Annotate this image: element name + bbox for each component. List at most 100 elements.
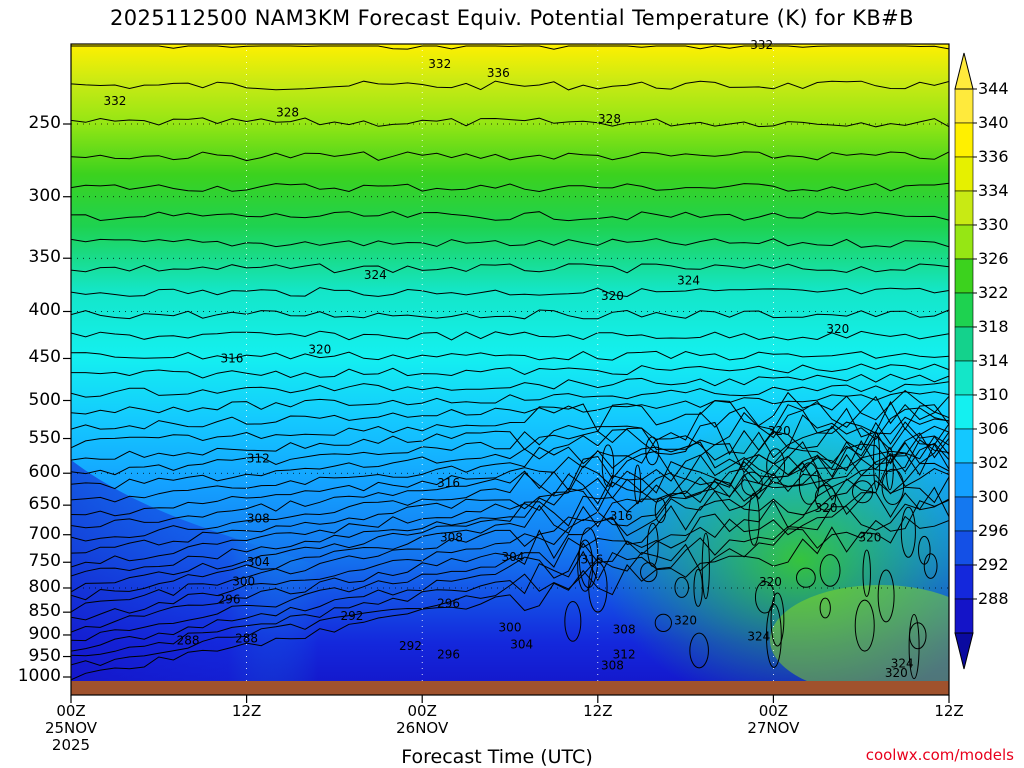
contour-line	[71, 492, 949, 652]
contour-label: 320	[859, 531, 882, 545]
contour-label: 308	[601, 659, 624, 673]
contour-label: 320	[601, 289, 624, 303]
contour-label: 288	[177, 634, 200, 648]
contour-line	[71, 45, 949, 50]
colorbar-top-arrow	[954, 52, 974, 90]
colorbar-segment	[954, 598, 974, 634]
contour-cell	[578, 527, 599, 589]
colorbar-segment	[954, 360, 974, 396]
contour-line	[71, 439, 949, 593]
contour-cell	[909, 622, 927, 650]
contour-cell	[701, 532, 710, 600]
colorbar-label: 322	[978, 283, 1009, 302]
contour-label: 324	[677, 273, 700, 287]
colorbar-label: 314	[978, 351, 1009, 370]
warm-pocket	[770, 585, 949, 695]
y-tick-label: 950	[28, 645, 61, 666]
x-tick-label: 00Z 26NOV	[382, 703, 462, 737]
contour-label: 296	[437, 647, 460, 661]
contour-cell	[819, 554, 841, 587]
y-tick-label: 500	[28, 389, 61, 410]
contour-line	[71, 117, 949, 128]
colorbar-label: 310	[978, 385, 1009, 404]
contour-line	[71, 435, 949, 577]
colorbar-label: 302	[978, 453, 1009, 472]
x-tick-label: 00Z 25NOV 2025	[31, 703, 111, 754]
colorbar-label: 318	[978, 317, 1009, 336]
colorbar-segment	[954, 462, 974, 498]
y-tick-label: 350	[28, 247, 61, 268]
x-axis-label: Forecast Time (UTC)	[401, 746, 593, 768]
contour-label: 308	[247, 511, 270, 525]
contour-cell	[873, 432, 881, 491]
contour-cell	[798, 462, 820, 505]
contour-cell	[654, 497, 667, 524]
ground-strip	[71, 681, 949, 695]
contour-cell	[918, 535, 931, 565]
colorbar-segment	[954, 88, 974, 124]
contour-cell	[819, 597, 831, 619]
contour-cell	[689, 632, 709, 669]
colorbar-segment	[954, 496, 974, 532]
contour-cell	[770, 592, 785, 647]
colorbar-segment	[954, 190, 974, 226]
colorbar-segment	[954, 394, 974, 430]
contour-label: 288	[235, 632, 258, 646]
y-tick-label: 850	[28, 601, 61, 622]
x-tick-label-line: 12Z	[934, 702, 964, 720]
contour-line	[71, 263, 949, 274]
colorbar-segment	[954, 564, 974, 600]
contour-cell	[908, 613, 920, 680]
contour-label: 336	[487, 66, 510, 80]
contour-cell	[748, 492, 760, 546]
contour-label: 320	[759, 575, 782, 589]
contour-label: 304	[247, 555, 270, 569]
x-tick-label: 12Z	[909, 703, 989, 720]
colorbar-label: 334	[978, 181, 1009, 200]
colorbar-label: 306	[978, 419, 1009, 438]
colorbar-label: 296	[978, 521, 1009, 540]
contour-label: 296	[437, 597, 460, 611]
colorbar-bottom-arrow	[954, 632, 974, 670]
contour-line	[71, 391, 949, 430]
x-tick-label-line: 26NOV	[396, 719, 449, 737]
contour-label: 320	[815, 501, 838, 515]
contour-cell	[885, 447, 894, 491]
x-tick-label-line: 12Z	[231, 702, 262, 720]
contour-cell	[854, 599, 875, 652]
contour-line	[71, 462, 949, 633]
contour-label: 316	[580, 553, 603, 567]
colorbar-segment	[954, 292, 974, 328]
contour-line	[71, 211, 949, 222]
contour-label: 308	[613, 623, 636, 637]
contour-label: 316	[221, 351, 244, 365]
contour-label: 300	[232, 574, 255, 588]
colorbar-label: 326	[978, 249, 1009, 268]
contour-label: 324	[364, 268, 387, 282]
x-tick-label: 12Z	[207, 703, 287, 720]
contour-label: 304	[510, 638, 533, 652]
contour-line	[71, 407, 949, 490]
contour-label: 292	[399, 639, 422, 653]
y-tick-label: 900	[28, 623, 61, 644]
contour-line	[71, 350, 949, 361]
contour-cell	[564, 601, 582, 642]
contour-label: 308	[440, 531, 463, 545]
colorbar-segment	[954, 224, 974, 260]
y-tick-label: 300	[28, 185, 61, 206]
contour-label: 324	[891, 657, 914, 671]
contour-cell	[851, 480, 874, 504]
x-tick-label-line: 25NOV	[44, 719, 98, 737]
contour-line	[71, 381, 949, 415]
y-tick-label: 800	[28, 576, 61, 597]
colorbar	[954, 52, 977, 670]
contour-label: 320	[826, 322, 849, 336]
plot-frame	[70, 43, 950, 696]
colorbar-segment	[954, 326, 974, 362]
contour-label: 300	[499, 620, 522, 634]
contour-line	[71, 421, 949, 517]
contour-cell	[862, 549, 871, 597]
y-tick-label: 700	[28, 523, 61, 544]
colorbar-segment	[954, 122, 974, 158]
